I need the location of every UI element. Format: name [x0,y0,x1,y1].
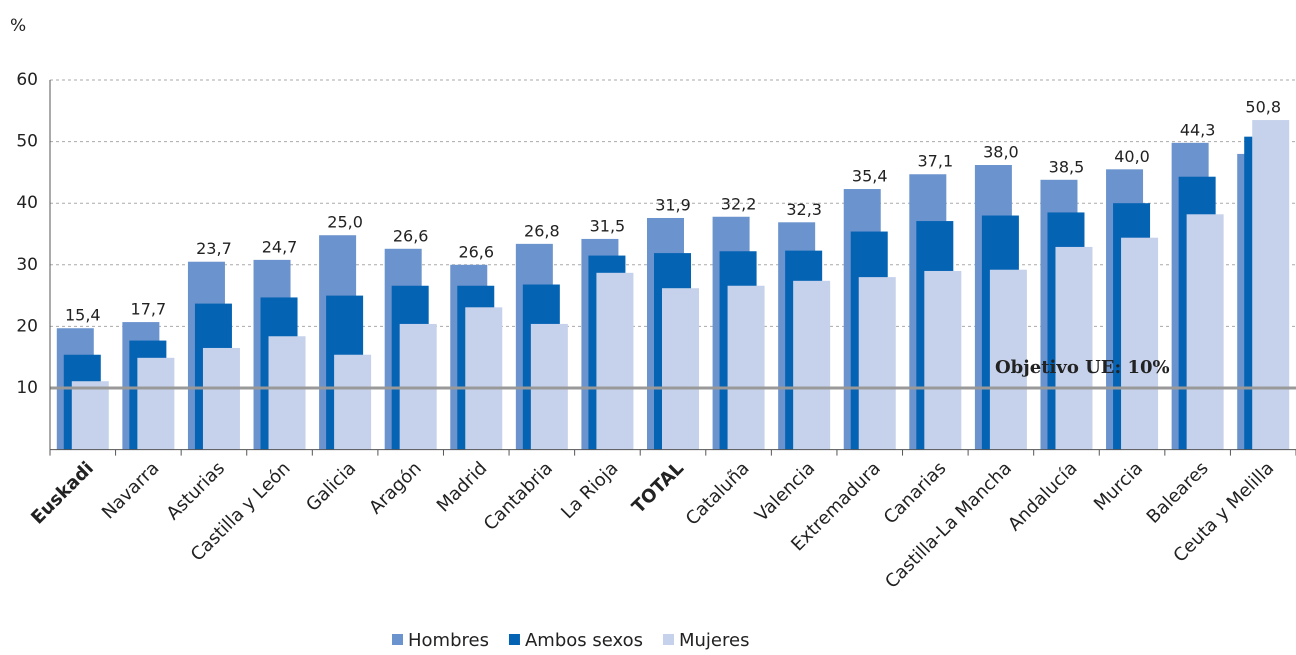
value-label: 35,4 [852,167,888,186]
x-tick-label: Castilla-La Mancha [881,458,1016,593]
value-label: 38,0 [983,143,1019,162]
value-label: 50,8 [1245,98,1281,117]
bar [596,272,634,450]
legend-swatch [392,634,403,645]
x-tick-label: La Rioja [557,458,622,523]
bar [137,357,175,450]
bar [202,347,240,450]
value-label: 31,9 [655,195,691,214]
y-tick-label: 60 [16,70,38,90]
bar [924,270,962,450]
value-label: 26,6 [458,242,494,261]
value-label: 23,7 [196,239,232,258]
x-tick-label: Aragón [365,458,426,519]
bar [1121,237,1159,450]
bar [1055,246,1093,450]
y-tick-label: 30 [16,255,38,275]
x-tick-label: Asturias [163,458,229,524]
legend-label: Ambos sexos [525,630,643,651]
x-tick-label: TOTAL [628,458,688,518]
value-label: 38,5 [1049,157,1085,176]
bar [989,269,1027,450]
value-label: 31,5 [590,216,626,235]
legend-swatch [508,634,520,645]
x-tick-label: Baleares [1143,458,1213,528]
bar [465,307,503,450]
y-tick-label: 50 [16,132,38,152]
legend-swatch [662,634,674,645]
value-label: 32,3 [786,200,822,219]
bar [858,277,896,450]
legend-label: Hombres [408,630,489,651]
x-tick-label: Galicia [302,458,360,516]
value-label: 40,0 [1114,147,1150,166]
x-tick-label: Valencia [751,458,819,526]
bar [1186,214,1224,450]
y-tick-label: 40 [16,193,38,213]
x-tick-label: Andalucía [1004,458,1081,535]
y-tick-label: 20 [16,316,38,336]
value-label: 15,4 [65,306,101,325]
reference-label: Objetivo UE: 10% [995,357,1170,378]
bar [727,285,765,450]
bar [662,288,699,450]
x-tick-label: Madrid [433,458,492,517]
y-unit: % [10,16,26,36]
value-label: 37,1 [918,152,954,171]
bar [793,280,831,450]
value-label: 32,2 [721,194,757,213]
bar [1252,120,1290,450]
value-label: 24,7 [262,237,298,256]
value-label: 26,6 [393,226,429,245]
x-tick-label: Navarra [98,458,164,524]
value-label: 26,8 [524,221,560,240]
x-tick-label: Euskadi [27,458,98,529]
value-label: 17,7 [131,300,167,319]
legend-label: Mujeres [679,630,749,651]
bar [334,354,372,450]
bar [71,381,109,450]
value-label: 44,3 [1180,120,1216,139]
value-label: 25,0 [327,213,363,232]
x-tick-label: Cantabria [480,458,557,535]
x-tick-label: Murcia [1090,458,1147,515]
x-tick-label: Cataluña [682,458,754,530]
y-tick-label: 10 [16,378,38,398]
bar [268,336,306,450]
